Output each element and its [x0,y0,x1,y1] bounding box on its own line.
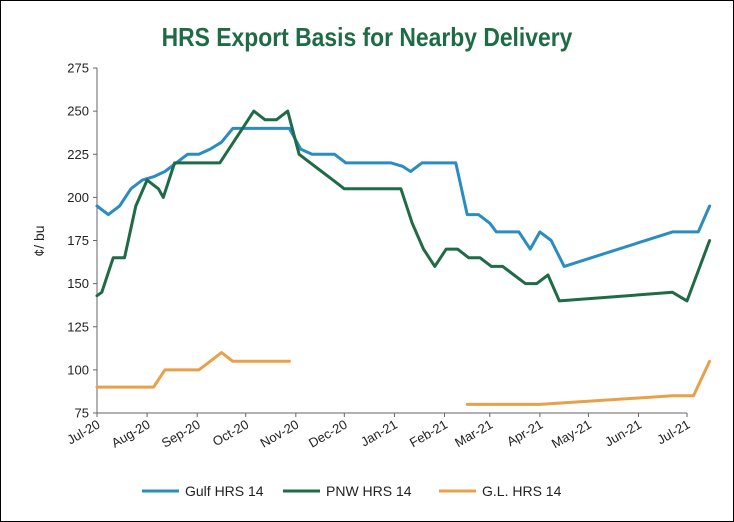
x-tick-label: Oct-20 [210,417,251,449]
chart-title: HRS Export Basis for Nearby Delivery [161,22,573,52]
series-line-g-l-hrs-14 [95,351,291,389]
series-line-pnw-hrs-14 [95,109,712,303]
legend-label-gulf-hrs-14: Gulf HRS 14 [185,483,264,499]
x-tick-label: Apr-21 [504,417,545,450]
y-tick-label: 125 [67,319,89,334]
x-tick-label: May-21 [549,417,594,452]
series-line-g-l-hrs-14 [465,359,712,406]
x-tick-label: Sep-20 [159,417,203,451]
x-tick-label: Nov-20 [258,417,302,451]
y-ticks: 75 100 125 150 175 200 225 250 275 [67,61,97,421]
x-tick-label: Dec-20 [306,417,350,451]
y-tick-label: 200 [67,190,89,205]
y-tick-label: 275 [67,61,89,76]
x-ticks: Jul-20 Aug-20 Sep-20 Oct-20 Nov-20 Dec-20 Jan-… [64,413,693,452]
legend-label-pnw-hrs-14: PNW HRS 14 [326,483,412,499]
x-tick-label: Aug-20 [109,417,153,451]
y-tick-label: 250 [67,104,89,119]
x-tick-label: Jul-21 [654,417,692,448]
y-tick-label: 150 [67,276,89,291]
y-tick-label: 100 [67,362,89,377]
series-line-gulf-hrs-14 [95,126,712,268]
legend: Gulf HRS 14 PNW HRS 14 G.L. HRS 14 [142,483,562,499]
x-tick-label: Mar-21 [452,417,495,451]
x-tick-label: Jul-20 [64,417,102,448]
series-layer [95,109,712,406]
x-tick-label: Feb-21 [407,417,450,451]
legend-label-g-l-hrs-14: G.L. HRS 14 [482,483,562,499]
y-tick-label: 225 [67,147,89,162]
y-tick-label: 175 [67,233,89,248]
axes [96,68,687,414]
y-tick-label: 75 [75,406,89,421]
x-tick-label: Jan-21 [358,417,400,450]
y-axis-label: ¢/ bu [31,225,47,256]
x-tick-label: Jun-21 [602,417,644,450]
